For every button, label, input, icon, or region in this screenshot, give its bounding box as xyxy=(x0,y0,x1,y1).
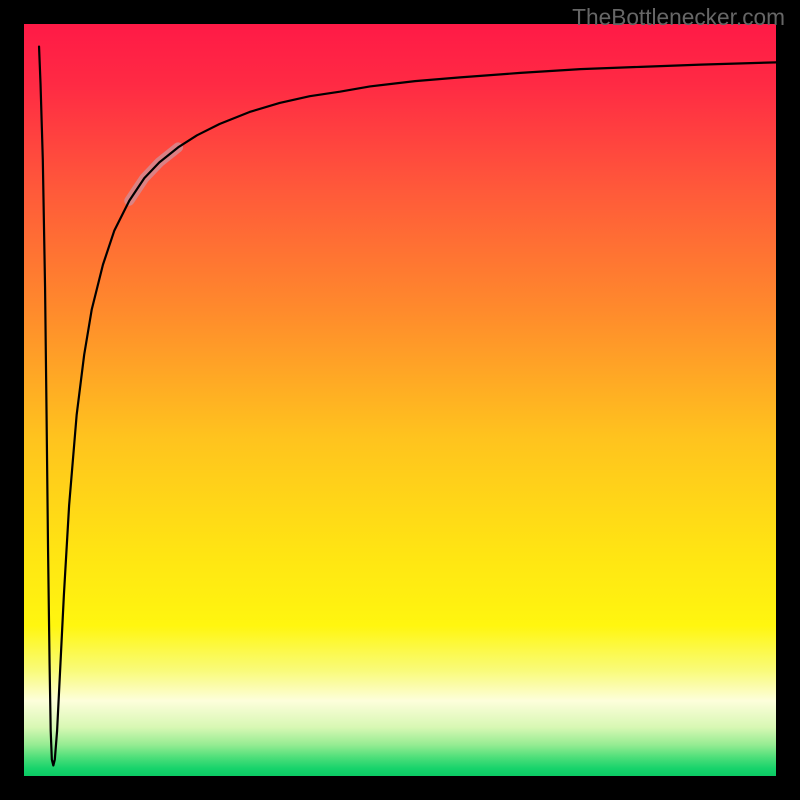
plot-area xyxy=(24,24,776,776)
gradient-background xyxy=(24,24,776,776)
curve-layer xyxy=(24,24,776,776)
watermark-text: TheBottlenecker.com xyxy=(572,4,785,31)
